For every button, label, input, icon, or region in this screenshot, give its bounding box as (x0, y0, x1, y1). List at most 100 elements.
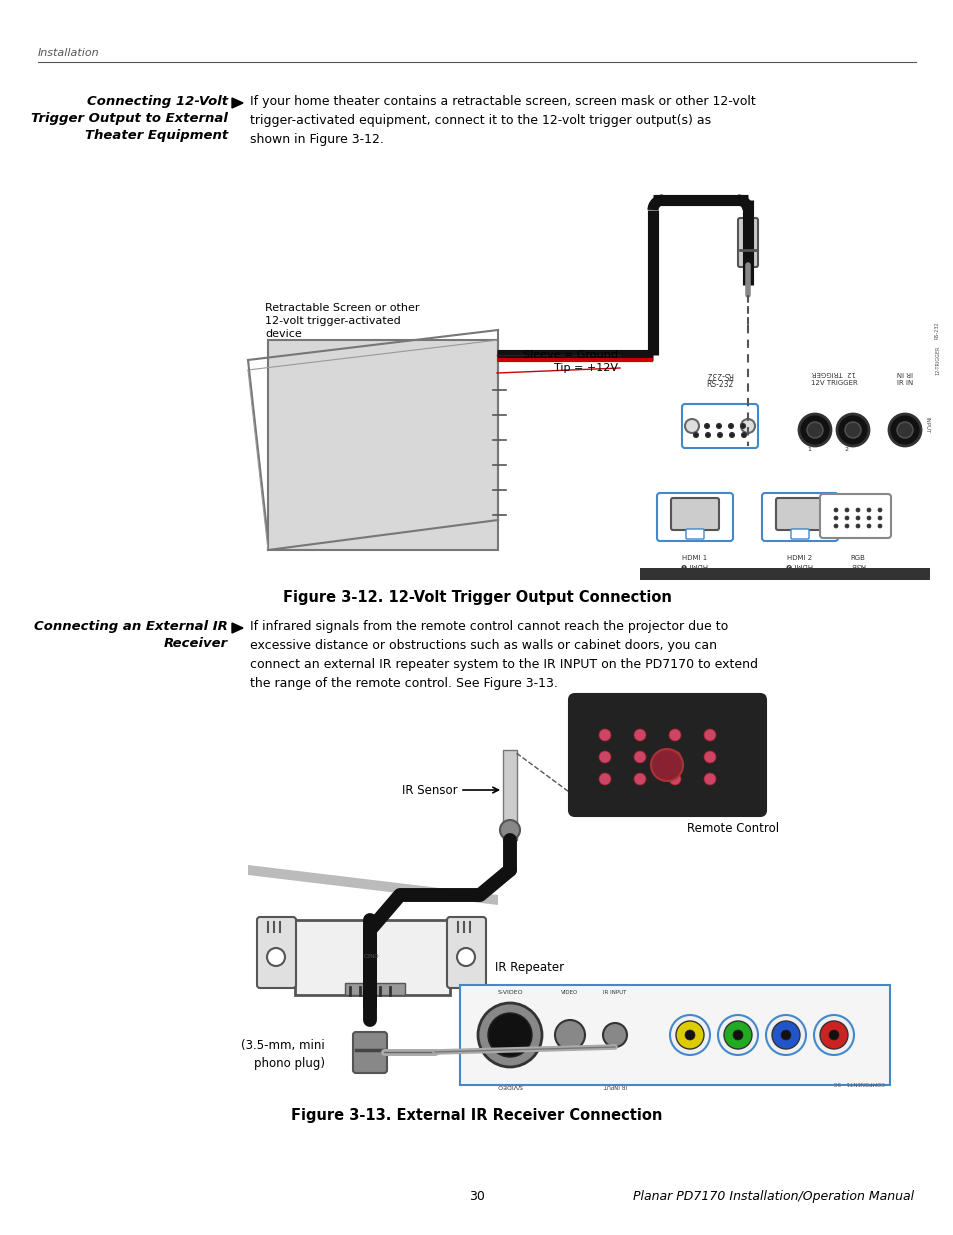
Circle shape (705, 432, 710, 437)
Bar (268, 340, 497, 550)
Circle shape (499, 820, 519, 840)
Text: RS-232: RS-232 (705, 380, 733, 389)
Circle shape (844, 508, 848, 513)
Circle shape (855, 516, 859, 520)
Circle shape (716, 424, 720, 429)
Text: 30: 30 (469, 1191, 484, 1203)
Text: IR Sensor: IR Sensor (402, 783, 457, 797)
Circle shape (740, 432, 745, 437)
Circle shape (844, 422, 861, 438)
Circle shape (855, 524, 859, 529)
Circle shape (799, 414, 830, 446)
Circle shape (598, 773, 610, 785)
Circle shape (740, 424, 744, 429)
Text: HDMI ❷: HDMI ❷ (785, 562, 813, 568)
Text: device: device (265, 329, 301, 338)
Bar (459, 986, 889, 1086)
Text: HDMI 2: HDMI 2 (786, 555, 812, 561)
FancyBboxPatch shape (670, 498, 719, 530)
Circle shape (828, 1030, 838, 1040)
FancyBboxPatch shape (738, 219, 758, 267)
Text: (3.5-mm, mini
phono plug): (3.5-mm, mini phono plug) (241, 1040, 325, 1071)
Text: IR IN: IR IN (896, 380, 912, 387)
Circle shape (723, 1021, 751, 1049)
FancyBboxPatch shape (353, 1032, 387, 1073)
Bar (345, 983, 405, 995)
Circle shape (488, 1013, 532, 1057)
Circle shape (718, 1015, 758, 1055)
Text: IR INPUT: IR INPUT (602, 990, 626, 995)
Circle shape (634, 773, 645, 785)
Text: 12V TRIGGER: 12V TRIGGER (810, 380, 857, 387)
Text: S/VIDEO: S/VIDEO (497, 1083, 522, 1088)
Text: Figure 3-13. External IR Receiver Connection: Figure 3-13. External IR Receiver Connec… (291, 1108, 662, 1123)
Circle shape (855, 508, 859, 513)
Circle shape (728, 424, 733, 429)
Circle shape (650, 748, 682, 781)
Circle shape (555, 1020, 584, 1050)
Text: 12-volt trigger-activated: 12-volt trigger-activated (265, 316, 400, 326)
Text: RS-232: RS-232 (934, 321, 939, 338)
Text: HDMI ❶: HDMI ❶ (680, 562, 708, 568)
Text: S-VIDEO: S-VIDEO (497, 990, 522, 995)
Circle shape (877, 524, 882, 529)
Text: 1: 1 (806, 447, 810, 452)
Text: 12  TRIGGER: 12 TRIGGER (811, 370, 855, 375)
Polygon shape (232, 622, 243, 634)
Circle shape (669, 1015, 709, 1055)
Circle shape (729, 432, 734, 437)
FancyBboxPatch shape (775, 498, 823, 530)
Text: RGB: RGB (850, 562, 864, 568)
Bar (639, 280, 929, 580)
Circle shape (668, 751, 680, 763)
Bar (639, 568, 929, 580)
Text: IR INPUT: IR INPUT (602, 1083, 626, 1088)
Text: COMPONENT1 - SC: COMPONENT1 - SC (833, 1079, 884, 1086)
Text: If infrared signals from the remote control cannot reach the projector due to
ex: If infrared signals from the remote cont… (250, 620, 758, 690)
Circle shape (866, 524, 870, 529)
Circle shape (703, 729, 716, 741)
FancyBboxPatch shape (447, 918, 485, 988)
Circle shape (888, 414, 920, 446)
Circle shape (820, 1021, 847, 1049)
Circle shape (668, 773, 680, 785)
Text: Trigger Output to External: Trigger Output to External (31, 112, 228, 125)
Polygon shape (232, 98, 243, 107)
Text: 2: 2 (844, 447, 848, 452)
Circle shape (877, 516, 882, 520)
Polygon shape (248, 864, 497, 905)
Circle shape (765, 1015, 805, 1055)
Text: C3NO: C3NO (364, 955, 379, 960)
Circle shape (806, 422, 822, 438)
Text: Tip = +12V: Tip = +12V (554, 363, 618, 373)
Circle shape (703, 424, 709, 429)
Bar (502, 750, 517, 840)
FancyBboxPatch shape (568, 694, 765, 816)
Circle shape (896, 422, 912, 438)
Circle shape (634, 729, 645, 741)
Text: Connecting 12-Volt: Connecting 12-Volt (87, 95, 228, 107)
Circle shape (877, 508, 882, 513)
Circle shape (844, 516, 848, 520)
Text: RGB: RGB (850, 555, 864, 561)
Circle shape (676, 1021, 703, 1049)
FancyBboxPatch shape (790, 529, 808, 538)
FancyBboxPatch shape (761, 493, 837, 541)
Text: Remote Control: Remote Control (686, 823, 779, 835)
Text: Receiver: Receiver (164, 637, 228, 650)
Circle shape (684, 419, 699, 433)
Text: 12-TRIGGER: 12-TRIGGER (934, 346, 939, 374)
Circle shape (833, 516, 837, 520)
Text: Installation: Installation (38, 48, 99, 58)
Circle shape (693, 432, 698, 437)
Text: INPUT: INPUT (924, 417, 929, 433)
Circle shape (771, 1021, 800, 1049)
Text: Figure 3-12. 12-Volt Trigger Output Connection: Figure 3-12. 12-Volt Trigger Output Conn… (282, 590, 671, 605)
FancyBboxPatch shape (256, 918, 295, 988)
Text: Sleeve = Ground: Sleeve = Ground (522, 350, 618, 359)
Circle shape (477, 1003, 541, 1067)
Circle shape (866, 508, 870, 513)
Circle shape (598, 729, 610, 741)
Circle shape (740, 419, 754, 433)
Bar (294, 920, 450, 995)
